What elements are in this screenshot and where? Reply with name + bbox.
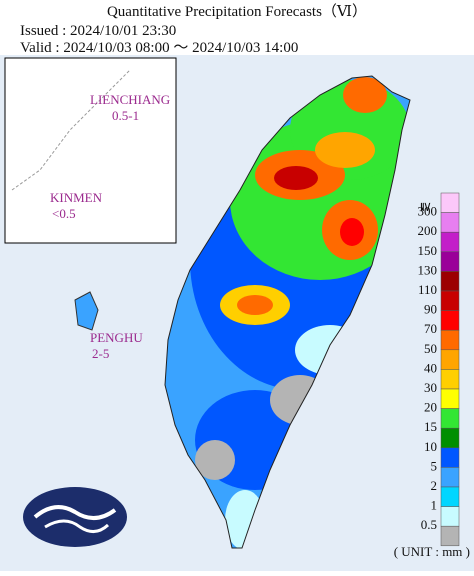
island-name: PENGHU	[90, 330, 143, 345]
legend-swatch	[440, 310, 460, 331]
legend-label: 0.5	[421, 517, 437, 532]
legend-swatch	[440, 408, 460, 429]
legend-swatch	[440, 271, 460, 292]
legend-swatch	[440, 290, 460, 311]
legend-swatch	[440, 192, 460, 213]
legend-swatch	[440, 467, 460, 488]
inset-frame	[4, 57, 177, 244]
legend-swatch	[440, 388, 460, 409]
legend-swatch	[440, 506, 460, 527]
valid: Valid : 2024/10/03 08:00 ～ 2024/10/03 14…	[20, 40, 298, 56]
legend-label: 130	[418, 262, 438, 277]
island-name: LIENCHIANG	[90, 92, 170, 107]
legend-swatch	[440, 369, 460, 390]
legend-label: 20	[424, 400, 437, 415]
legend-swatch	[440, 349, 460, 370]
legend-label: 70	[424, 321, 437, 336]
island-amount: <0.5	[52, 206, 76, 221]
legend-label: 15	[424, 419, 437, 434]
island-amount: 2-5	[92, 346, 109, 361]
logo	[23, 487, 127, 547]
legend-swatch	[440, 231, 460, 253]
legend-swatch	[440, 212, 460, 233]
legend-swatch	[440, 251, 460, 272]
legend-label: 300	[418, 204, 438, 219]
inset-coast	[11, 69, 131, 191]
penghu-shape	[74, 291, 99, 331]
legend-label: 200	[418, 223, 438, 238]
legend-label: 90	[424, 302, 437, 317]
legend-swatch	[440, 525, 460, 547]
legend-swatch	[440, 486, 460, 507]
legend-label: 30	[424, 380, 437, 395]
legend-label: 40	[424, 360, 437, 375]
legend-top-symbol: ≧	[419, 202, 434, 213]
legend-swatch	[440, 329, 460, 351]
legend-swatch	[440, 427, 460, 449]
legend: 300 200 150 130 110 90 70 50 40 30 20 15 10 5 2 1 0.5	[418, 192, 460, 547]
island-amount: 0.5-1	[112, 108, 139, 123]
island-name: KINMEN	[50, 190, 103, 205]
legend-swatch	[440, 447, 460, 468]
legend-label: 10	[424, 439, 437, 454]
coastline	[164, 75, 411, 549]
title: Quantitative Precipitation Forecasts（Ⅵ）	[107, 3, 367, 20]
issued: Issued : 2024/10/01 23:30	[20, 23, 176, 39]
legend-label: 2	[431, 478, 438, 493]
unit: ( UNIT : mm )	[394, 544, 470, 559]
legend-label: 1	[431, 498, 438, 513]
legend-label: 50	[424, 341, 437, 356]
legend-label: 5	[431, 458, 438, 473]
legend-label: 150	[418, 243, 438, 258]
legend-label: 110	[418, 282, 437, 297]
